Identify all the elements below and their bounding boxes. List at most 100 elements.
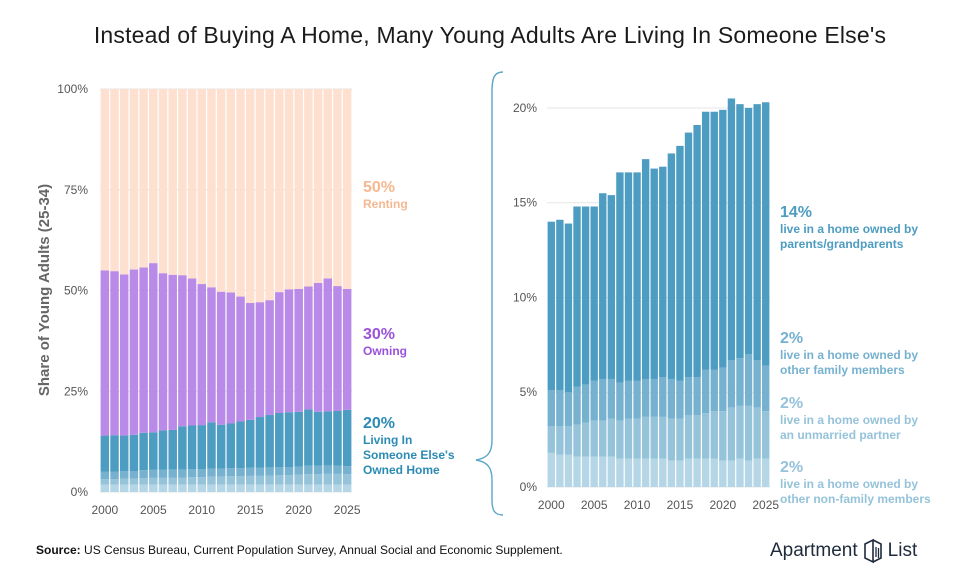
bar-partner — [255, 475, 265, 485]
bar-renting — [129, 89, 139, 270]
left-y-tick-label: 0% — [71, 485, 89, 499]
bar-renting — [139, 89, 148, 268]
bar-parents — [684, 132, 693, 378]
bar-renting — [207, 89, 216, 288]
bar-parents — [556, 219, 564, 391]
bar-owning — [149, 263, 158, 433]
bar-nonfamily — [323, 484, 333, 492]
bar-other-family — [119, 471, 129, 479]
bar-partner — [624, 418, 633, 459]
bar-other-family — [245, 467, 255, 476]
bar-partner — [129, 478, 139, 485]
bar-parents — [158, 430, 168, 470]
bar-parents — [342, 409, 352, 467]
bar-renting — [100, 89, 110, 271]
bar-owning — [216, 291, 226, 425]
bar-other-family — [641, 378, 650, 417]
bar-renting — [323, 89, 333, 279]
left-label-text: Renting — [363, 197, 408, 211]
bar-partner — [265, 475, 274, 485]
bar-owning — [197, 284, 207, 426]
bar-parents — [284, 412, 294, 468]
left-label-text: Owning — [363, 344, 407, 358]
bar-partner — [178, 477, 187, 485]
bar-nonfamily — [129, 484, 139, 492]
bar-parents — [304, 409, 313, 466]
bar-partner — [633, 418, 641, 459]
bar-other-family — [168, 469, 177, 478]
right-label-pct: 2% — [780, 459, 803, 476]
bar-partner — [119, 478, 129, 485]
bar-parents — [119, 435, 129, 472]
bar-other-family — [197, 469, 207, 478]
bar-other-family — [736, 358, 744, 406]
bar-parents — [762, 102, 770, 366]
right-bars — [547, 98, 770, 487]
left-y-tick-label: 25% — [64, 384, 88, 398]
bar-owning — [255, 302, 265, 418]
bar-partner — [719, 411, 727, 461]
bar-renting — [313, 89, 323, 283]
bar-parents — [236, 421, 245, 469]
right-label-text: live in a home owned by — [780, 222, 918, 236]
bar-owning — [100, 270, 110, 436]
bar-renting — [304, 89, 313, 287]
bar-partner — [762, 411, 770, 459]
bar-renting — [178, 89, 187, 276]
bar-owning — [139, 267, 148, 433]
bar-parents — [676, 145, 684, 381]
left-x-tick-label: 2025 — [334, 503, 361, 517]
bar-parents — [564, 223, 573, 393]
bar-parents — [547, 221, 555, 391]
right-label-text: an unmarried partner — [780, 428, 901, 442]
bar-parents — [313, 411, 323, 466]
bar-parents — [701, 111, 710, 370]
bar-nonfamily — [265, 484, 274, 492]
bar-parents — [753, 104, 761, 361]
right-x-ticks: 2000 2005 2010 2015 2020 2025 — [538, 498, 779, 512]
bar-parents — [573, 206, 581, 387]
bar-other-family — [110, 471, 119, 480]
bar-partner — [275, 475, 284, 485]
right-label-text: parents/grandparents — [780, 237, 904, 251]
bar-partner — [216, 476, 226, 485]
bar-other-family — [294, 466, 303, 475]
bar-nonfamily — [744, 460, 753, 487]
bar-other-family — [178, 469, 187, 478]
bar-parents — [129, 434, 139, 472]
bar-nonfamily — [207, 484, 216, 492]
right-label-pct: 2% — [780, 395, 803, 412]
bar-nonfamily — [599, 456, 607, 487]
bar-partner — [236, 476, 245, 485]
right-label-pct: 14% — [780, 204, 812, 221]
bar-parents — [139, 432, 148, 471]
bar-owning — [110, 271, 119, 436]
bar-partner — [641, 416, 650, 459]
bar-other-family — [710, 369, 718, 412]
source-note: Source: US Census Bureau, Current Popula… — [36, 543, 563, 557]
bar-other-family — [676, 380, 684, 419]
bar-owning — [207, 287, 216, 423]
bar-nonfamily — [168, 484, 177, 492]
bar-nonfamily — [139, 484, 148, 492]
bar-nonfamily — [736, 458, 744, 487]
bar-partner — [304, 474, 313, 485]
bar-owning — [178, 275, 187, 427]
bar-other-family — [607, 378, 616, 419]
bar-partner — [744, 405, 753, 461]
bar-nonfamily — [245, 484, 255, 492]
bar-partner — [727, 407, 736, 461]
bar-partner — [226, 476, 236, 485]
bar-other-family — [333, 465, 342, 474]
bar-nonfamily — [178, 484, 187, 492]
bar-parents — [659, 166, 667, 378]
bar-renting — [226, 89, 236, 293]
bar-partner — [676, 418, 684, 461]
bar-renting — [284, 89, 294, 290]
bar-other-family — [158, 469, 168, 478]
bar-renting — [119, 89, 129, 275]
bar-other-family — [323, 465, 333, 474]
right-y-tick-label: 5% — [520, 385, 538, 399]
bar-owning — [342, 288, 352, 410]
